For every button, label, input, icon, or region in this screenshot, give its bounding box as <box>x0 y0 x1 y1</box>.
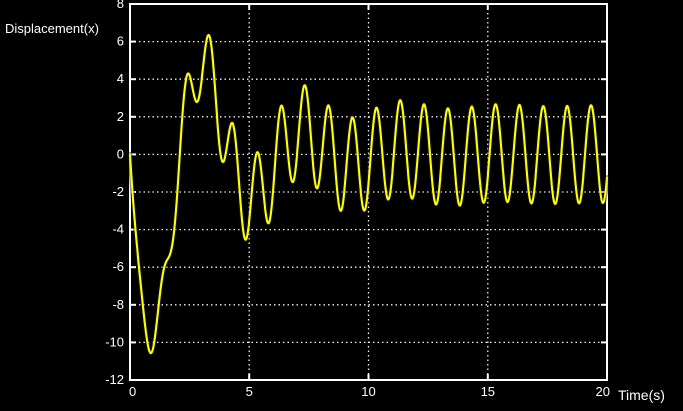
svg-text:-10: -10 <box>105 334 124 349</box>
svg-text:-8: -8 <box>112 297 124 312</box>
svg-text:6: 6 <box>117 34 124 49</box>
svg-text:15: 15 <box>481 384 495 399</box>
svg-text:-4: -4 <box>112 222 124 237</box>
svg-text:Time(s): Time(s) <box>618 387 665 403</box>
svg-text:2: 2 <box>117 109 124 124</box>
svg-text:0: 0 <box>129 384 136 399</box>
svg-text:-2: -2 <box>112 184 124 199</box>
svg-text:5: 5 <box>246 384 253 399</box>
svg-text:Displacement(x): Displacement(x) <box>5 21 99 36</box>
svg-text:8: 8 <box>117 0 124 11</box>
svg-text:4: 4 <box>117 71 124 86</box>
svg-text:-12: -12 <box>105 372 124 387</box>
svg-text:0: 0 <box>117 146 124 161</box>
svg-text:-6: -6 <box>112 259 124 274</box>
svg-text:10: 10 <box>361 384 375 399</box>
svg-text:20: 20 <box>596 384 610 399</box>
